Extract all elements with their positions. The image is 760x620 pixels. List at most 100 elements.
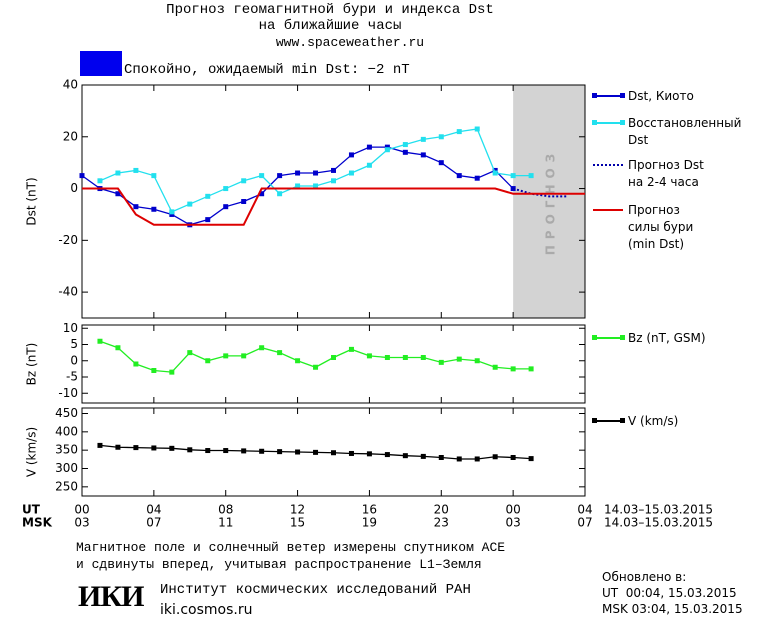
marker	[241, 178, 247, 184]
y-axis-label: Bz (nT)	[25, 343, 39, 386]
marker	[169, 209, 175, 215]
x-tick-label: 04	[577, 503, 592, 517]
status-swatch	[80, 51, 122, 76]
x-tick-label: 20	[434, 503, 449, 517]
x-tick-label: 12	[290, 503, 305, 517]
legend-swatch	[593, 209, 623, 211]
legend-swatch	[592, 418, 625, 423]
marker	[348, 170, 354, 176]
marker	[384, 452, 390, 458]
x-tick-label: 07	[577, 516, 592, 530]
marker	[438, 455, 444, 460]
legend-swatch	[592, 335, 625, 340]
marker	[223, 448, 229, 454]
forecast-region	[513, 85, 585, 318]
legend-marker	[620, 120, 625, 125]
legend-label: Dst, Киото	[628, 89, 694, 103]
marker	[133, 361, 139, 367]
marker	[528, 366, 534, 372]
x-tick-label: 15	[290, 516, 305, 530]
marker	[510, 186, 516, 192]
marker	[384, 355, 390, 360]
legend-marker	[592, 120, 597, 125]
marker	[277, 191, 283, 197]
marker	[510, 455, 516, 460]
marker	[420, 152, 426, 158]
y-tick-label: 0	[70, 353, 78, 367]
legend-swatch	[592, 120, 625, 125]
marker	[438, 160, 444, 166]
marker	[331, 178, 336, 184]
plot-frame	[81, 84, 586, 319]
x-tick-label: 07	[146, 516, 161, 530]
marker	[366, 144, 372, 150]
y-tick-label: -10	[58, 386, 78, 400]
marker	[259, 191, 265, 197]
legend-label: Прогноз Dst на 2-4 часа	[628, 158, 704, 189]
marker	[438, 359, 444, 365]
marker	[384, 144, 390, 150]
legend-label: V (km/s)	[628, 414, 679, 428]
marker	[205, 358, 211, 364]
updated-msk: MSK 03:04, 15.03.2015	[602, 602, 743, 616]
marker	[384, 147, 390, 153]
y-axis-label: Dst (nT)	[25, 177, 39, 225]
legend-marker	[592, 93, 597, 98]
x-tick-label: 08	[218, 503, 233, 517]
marker	[187, 201, 193, 207]
marker	[420, 453, 426, 459]
marker	[456, 356, 462, 362]
marker	[97, 178, 103, 184]
marker	[259, 345, 265, 351]
marker	[510, 366, 516, 372]
marker	[115, 191, 121, 197]
plot-frame	[81, 407, 586, 497]
marker	[151, 173, 157, 179]
y-tick-label: 450	[55, 406, 78, 420]
legend-entry: Bz (nT, GSM)	[592, 330, 706, 347]
marker	[187, 350, 193, 356]
marker	[366, 451, 372, 457]
marker	[223, 353, 229, 359]
marker	[115, 345, 121, 351]
legend-marker	[592, 418, 597, 423]
marker	[420, 355, 426, 360]
marker	[492, 167, 498, 173]
marker	[420, 136, 426, 142]
marker	[331, 450, 336, 456]
marker	[115, 444, 121, 450]
marker	[313, 170, 319, 176]
x-tick-label: 19	[362, 516, 377, 530]
marker	[366, 162, 372, 168]
marker	[277, 350, 283, 356]
marker	[79, 173, 85, 179]
marker	[474, 456, 480, 462]
marker	[402, 142, 408, 148]
y-tick-label: -5	[66, 370, 78, 384]
marker	[456, 173, 462, 179]
marker	[169, 211, 175, 217]
legend-entry: Прогноз Dst на 2-4 часа	[592, 157, 704, 191]
x-tick-label: 03	[506, 516, 521, 530]
marker	[438, 134, 444, 140]
legend-marker	[620, 93, 625, 98]
marker	[151, 206, 157, 212]
y-tick-label: 40	[63, 78, 78, 92]
marker	[223, 204, 229, 210]
marker	[133, 445, 139, 451]
marker	[348, 346, 354, 352]
legend-label: Bz (nT, GSM)	[628, 331, 706, 345]
row-label: MSK	[22, 516, 53, 530]
y-axis-label: V (km/s)	[25, 427, 39, 477]
series-line	[99, 128, 532, 213]
url: www.spaceweather.ru	[275, 35, 425, 50]
x-tick-label: 03	[74, 516, 89, 530]
title: Прогноз геомагнитной бури и индекса Dst …	[166, 2, 494, 34]
legend-entry: Dst, Киото	[592, 88, 694, 105]
marker	[528, 456, 534, 462]
marker	[295, 183, 301, 189]
marker	[456, 129, 462, 135]
site: iki.cosmos.ru	[160, 602, 253, 618]
y-tick-label: -20	[58, 233, 78, 247]
